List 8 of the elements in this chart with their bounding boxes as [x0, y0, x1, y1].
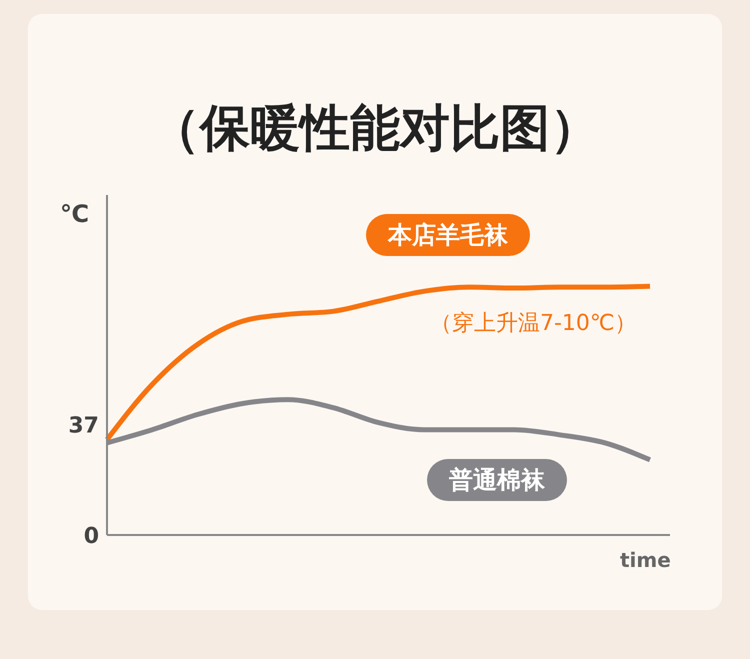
chart-title: （保暖性能对比图）: [149, 98, 601, 159]
series-label: 普通棉袜: [427, 459, 567, 501]
annotation: （穿上升温7-10℃）: [430, 310, 637, 338]
y-axis-title: ℃: [60, 200, 90, 228]
y-tick-label: 0: [84, 524, 99, 549]
series-label: 本店羊毛袜: [366, 214, 530, 256]
y-tick-label: 37: [68, 413, 99, 438]
x-axis-title: time: [620, 548, 671, 572]
